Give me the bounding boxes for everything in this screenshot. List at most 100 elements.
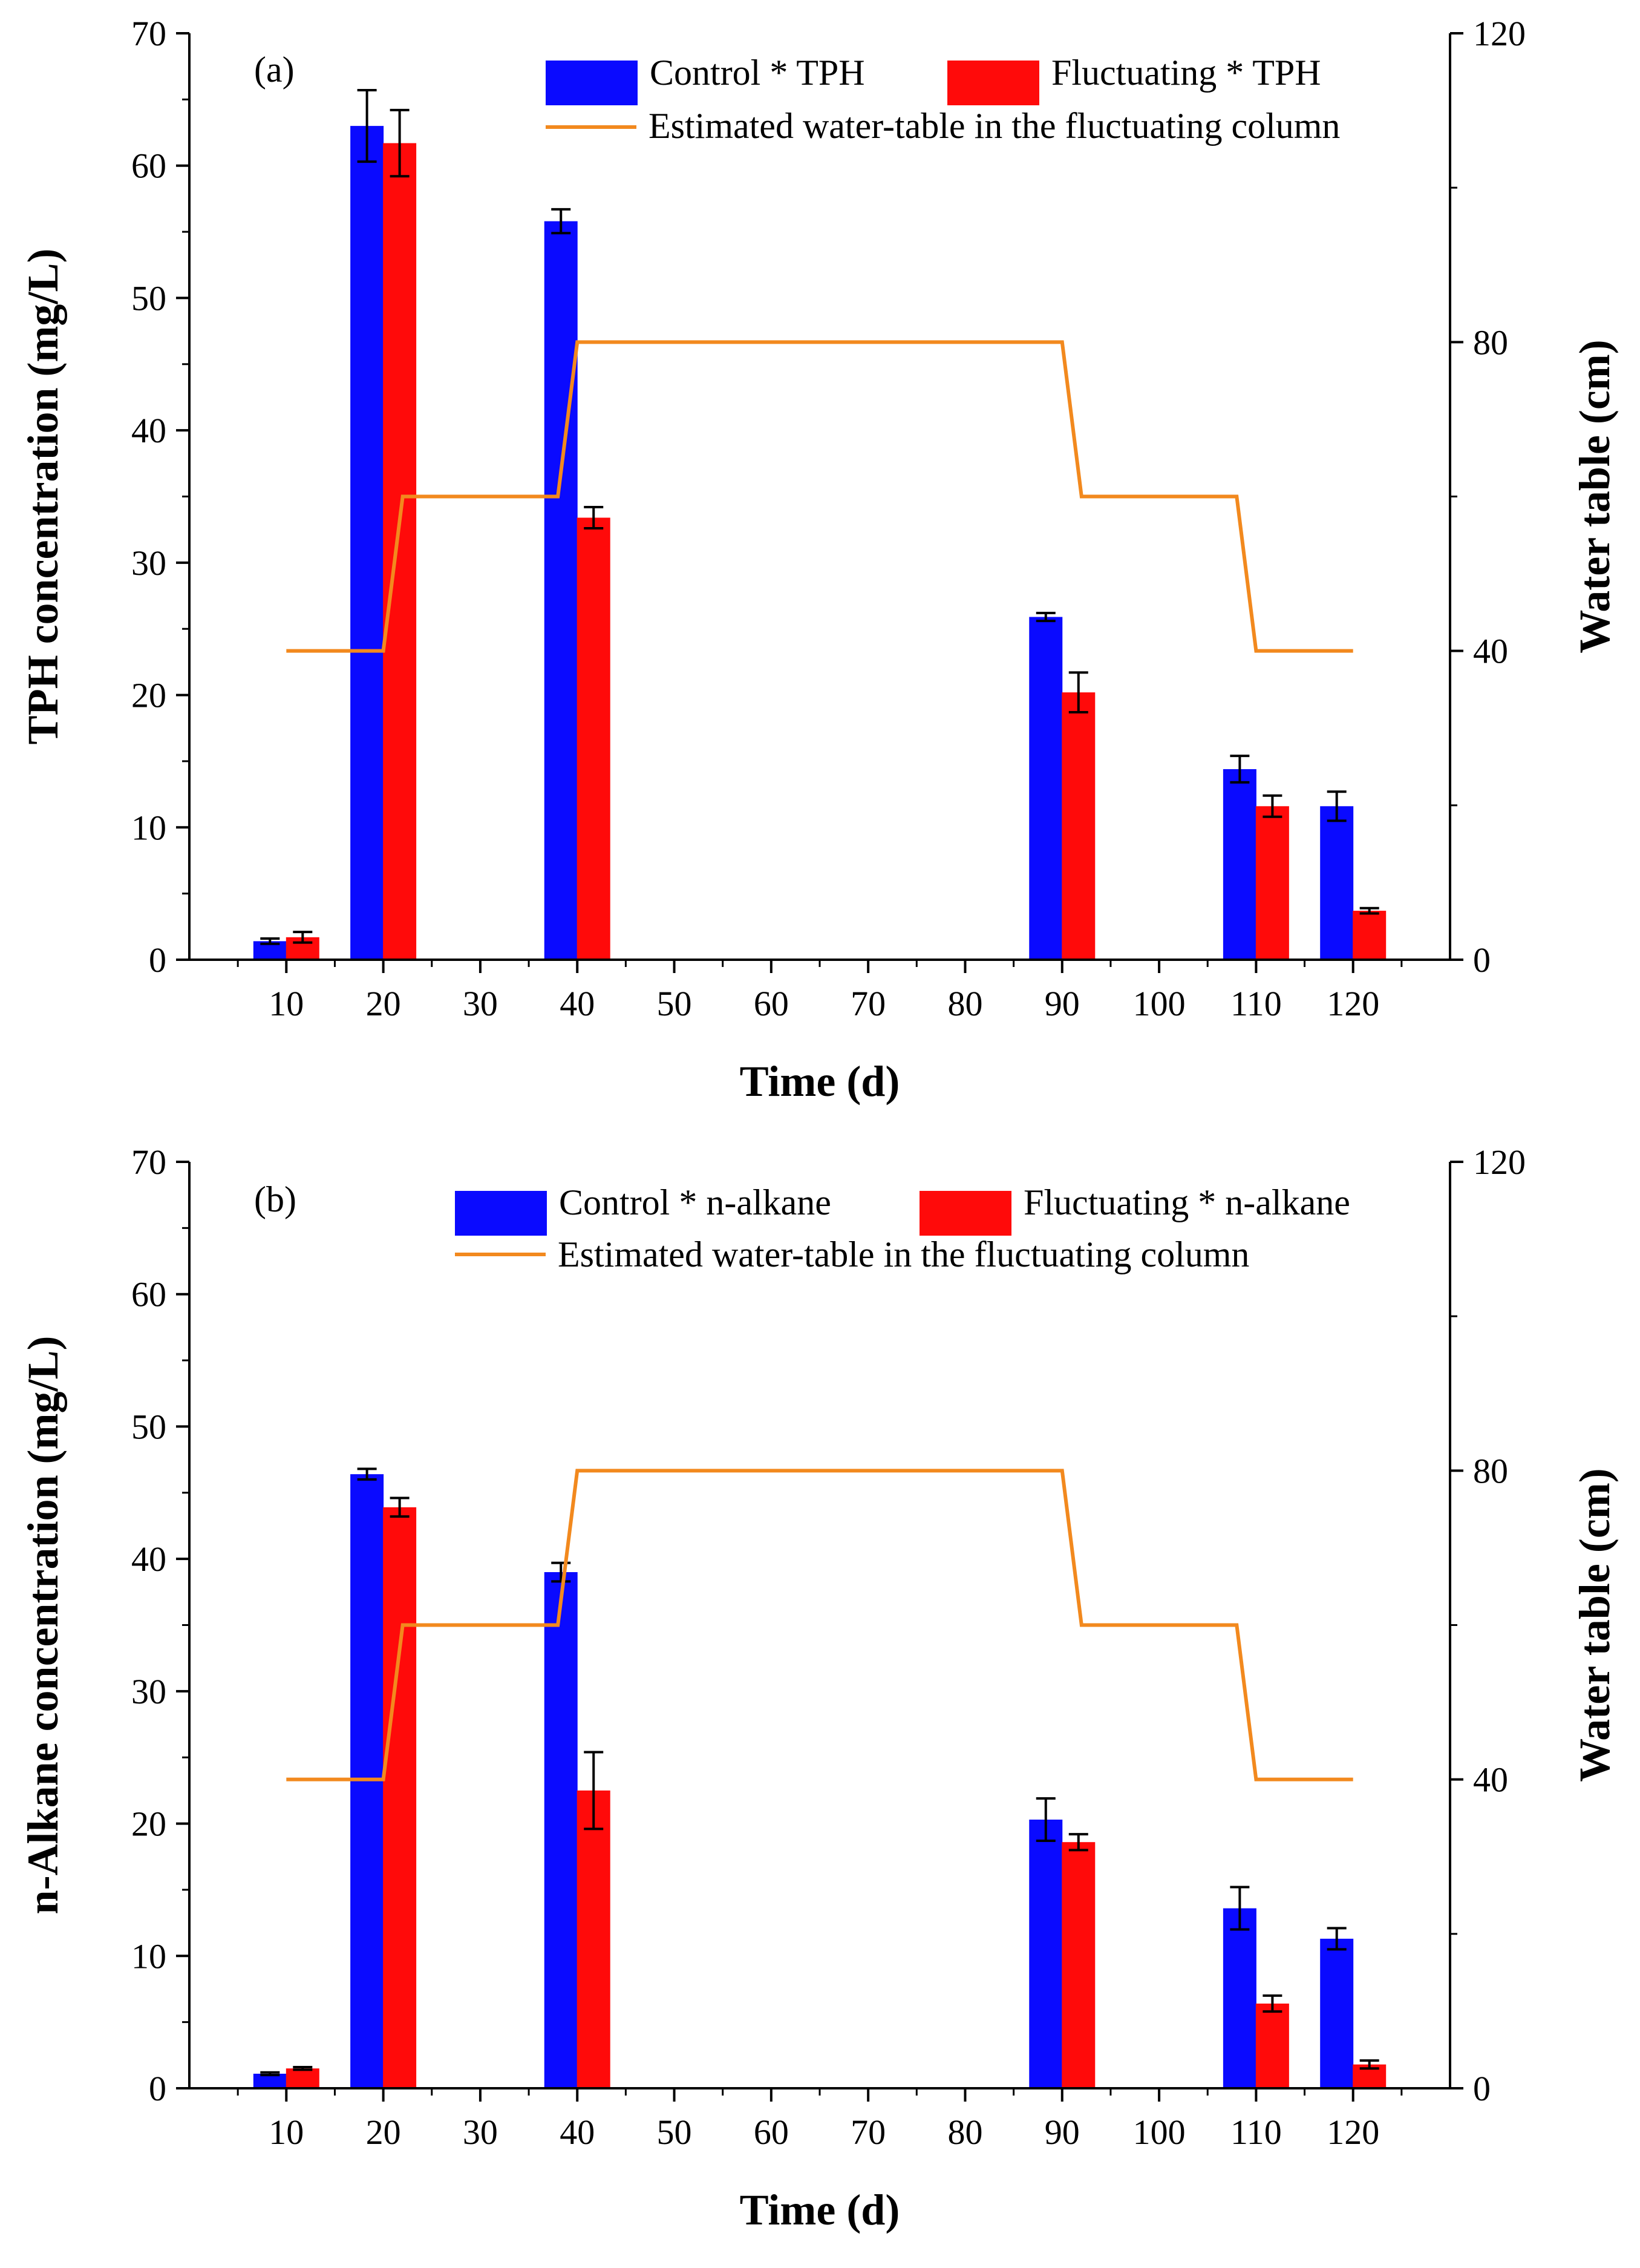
error-bar-control-120 <box>1327 790 1347 822</box>
legend: Control * TPH Fluctuating * TPH Estimated … <box>546 53 1340 146</box>
y-tick-label: 40 <box>131 411 166 450</box>
y2-tick-label: 0 <box>1473 2069 1491 2108</box>
y-tick-label: 10 <box>131 1936 166 1976</box>
x-tick-label: 50 <box>657 984 692 1023</box>
y-tick-label: 20 <box>131 676 166 715</box>
error-bar-fluctuating-40 <box>584 505 604 529</box>
x-tick-label: 110 <box>1230 2112 1282 2152</box>
bar-control-90 <box>1029 617 1063 960</box>
y-tick-label: 50 <box>131 1407 166 1446</box>
error-bar-fluctuating-20 <box>390 108 410 178</box>
y2-tick-label: 80 <box>1473 323 1508 362</box>
bar-control-120 <box>1320 806 1354 960</box>
y-tick-label: 70 <box>131 14 166 53</box>
legend-swatch-fluctuating <box>920 1191 1011 1236</box>
x-tick-label: 20 <box>366 2112 401 2152</box>
error-bar-fluctuating-90 <box>1068 671 1088 714</box>
y-tick-label: 60 <box>131 1275 166 1314</box>
x-tick-label: 10 <box>269 2112 304 2152</box>
error-bar-control-110 <box>1230 755 1250 784</box>
bar-fluctuating-10 <box>286 2068 319 2088</box>
error-bar-fluctuating-110 <box>1263 794 1282 818</box>
panel-label: (b) <box>254 1179 296 1219</box>
x-tick-label: 40 <box>560 2112 595 2152</box>
x-tick-label: 120 <box>1327 984 1379 1023</box>
y2-tick-label: 40 <box>1473 632 1508 671</box>
panel-label: (a) <box>254 50 295 90</box>
legend-swatch-control <box>455 1191 547 1236</box>
error-bar-fluctuating-10 <box>293 931 313 944</box>
x-tick-label: 20 <box>366 984 401 1023</box>
y-axis-title: TPH concentration (mg/L) <box>19 249 67 745</box>
x-tick-label: 70 <box>851 2112 886 2152</box>
panel-b: 0 10 20 30 40 50 60 70 0 40 80 120 10 20 30 40 50 60 70 80 9… <box>19 1142 1619 2234</box>
bar-fluctuating-90 <box>1062 1842 1096 2088</box>
error-bar-fluctuating-120 <box>1359 906 1379 915</box>
x-tick-label: 30 <box>463 984 498 1023</box>
error-bar-fluctuating-40 <box>584 1751 604 1830</box>
error-bar-fluctuating-20 <box>390 1496 410 1518</box>
y2-tick-label: 120 <box>1473 14 1526 53</box>
error-bar-fluctuating-10 <box>293 2066 313 2071</box>
legend-label-control: Control * n-alkane <box>559 1182 831 1222</box>
water-table-line <box>286 1469 1353 1781</box>
x-tick-label: 70 <box>851 984 886 1023</box>
error-bar-control-20 <box>357 1467 377 1481</box>
x-tick-label: 60 <box>754 984 789 1023</box>
y2-tick-label: 40 <box>1473 1760 1508 1800</box>
y-tick-label: 0 <box>149 940 166 980</box>
bar-fluctuating-110 <box>1255 806 1289 960</box>
bar-fluctuating-110 <box>1255 2004 1289 2088</box>
legend-label-water-table: Estimated water-table in the fluctuating… <box>558 1234 1249 1274</box>
x-tick-label: 90 <box>1045 984 1080 1023</box>
y2-axis-title: Water table (cm) <box>1570 1468 1619 1781</box>
error-bar-fluctuating-110 <box>1263 1994 1282 2013</box>
x-tick-label: 100 <box>1133 984 1186 1023</box>
bar-control-40 <box>544 1572 578 2088</box>
x-tick-label: 30 <box>463 2112 498 2152</box>
bar-control-90 <box>1029 1820 1063 2088</box>
x-tick-label: 110 <box>1230 984 1282 1023</box>
error-bar-control-10 <box>260 2071 280 2077</box>
y-tick-label: 20 <box>131 1804 166 1844</box>
error-bar-control-90 <box>1036 611 1056 623</box>
bar-fluctuating-120 <box>1353 911 1387 960</box>
error-bar-control-120 <box>1327 1927 1347 1951</box>
bar-fluctuating-20 <box>383 143 417 960</box>
legend-swatch-control <box>546 61 638 105</box>
legend-label-fluctuating: Fluctuating * TPH <box>1051 53 1321 93</box>
x-tick-label: 100 <box>1133 2112 1186 2152</box>
bar-fluctuating-40 <box>577 517 610 960</box>
y2-axis-title: Water table (cm) <box>1570 339 1619 653</box>
bar-fluctuating-40 <box>577 1790 610 2088</box>
x-tick-label: 40 <box>560 984 595 1023</box>
x-tick-label: 90 <box>1045 2112 1080 2152</box>
x-axis-title: Time (d) <box>740 1057 900 1106</box>
error-bar-control-20 <box>357 89 377 163</box>
legend-swatch-fluctuating <box>947 61 1039 105</box>
bar-control-110 <box>1223 769 1256 960</box>
y-axis-title: n-Alkane concentration (mg/L) <box>19 1336 67 1915</box>
y2-tick-label: 80 <box>1473 1451 1508 1490</box>
bar-fluctuating-90 <box>1062 692 1096 960</box>
y-tick-label: 30 <box>131 543 166 583</box>
legend-label-water-table: Estimated water-table in the fluctuating… <box>648 106 1340 146</box>
x-tick-label: 80 <box>947 984 982 1023</box>
error-bar-control-110 <box>1230 1886 1250 1931</box>
legend-label-fluctuating: Fluctuating * n-alkane <box>1024 1182 1350 1222</box>
bar-control-120 <box>1320 1938 1354 2088</box>
y2-tick-label: 0 <box>1473 940 1491 980</box>
error-bar-control-90 <box>1036 1797 1056 1843</box>
legend: Control * n-alkane Fluctuating * n-alkane… <box>455 1182 1350 1274</box>
bar-control-110 <box>1223 1908 1256 2088</box>
x-tick-label: 80 <box>947 2112 982 2152</box>
bar-fluctuating-20 <box>383 1507 417 2088</box>
y-tick-label: 50 <box>131 278 166 318</box>
x-tick-label: 60 <box>754 2112 789 2152</box>
bar-control-40 <box>544 221 578 960</box>
water-table-line <box>286 340 1353 653</box>
x-tick-label: 10 <box>269 984 304 1023</box>
error-bar-fluctuating-90 <box>1068 1833 1088 1852</box>
y-tick-label: 70 <box>131 1142 166 1182</box>
error-bar-fluctuating-120 <box>1359 2059 1379 2070</box>
